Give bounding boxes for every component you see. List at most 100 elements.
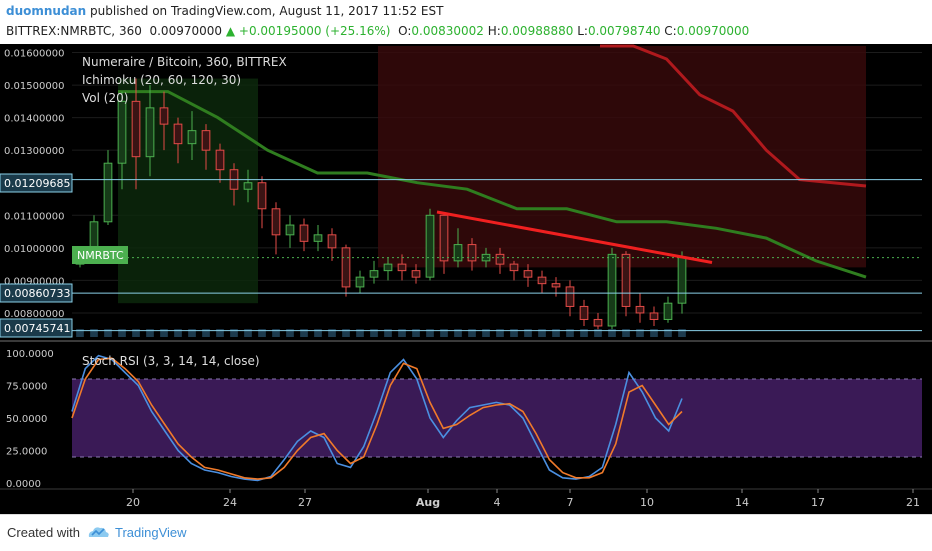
volume-bar bbox=[636, 329, 644, 337]
volume-bar bbox=[314, 329, 322, 337]
volume-bar bbox=[566, 329, 574, 337]
volume-bar bbox=[468, 329, 476, 337]
price-label-mid bbox=[0, 283, 73, 303]
ichimoku-legend: Ichimoku (20, 60, 120, 30) bbox=[82, 73, 241, 87]
candle-body bbox=[551, 283, 561, 288]
volume-bar bbox=[132, 329, 140, 337]
chart-area[interactable]: 0.01600000 0.01500000 0.01400000 0.01300000… bbox=[0, 44, 932, 514]
ichimoku-span-green bbox=[118, 90, 867, 279]
volume-bar bbox=[664, 329, 672, 337]
volume-bar bbox=[496, 329, 504, 337]
price-levels bbox=[72, 179, 922, 332]
candle-body bbox=[677, 257, 687, 304]
volume-bar bbox=[608, 329, 616, 337]
rsi-tick-label: 75.0000 bbox=[6, 382, 47, 393]
price-tick-label: 0.00900000 bbox=[4, 276, 64, 287]
time-tick-label: 17 bbox=[811, 496, 825, 509]
candle-body bbox=[341, 247, 351, 288]
volume-bar bbox=[510, 329, 518, 337]
rsi-tick-label: 50.0000 bbox=[6, 414, 47, 425]
high-label: H: bbox=[487, 24, 501, 38]
last-price: 0.00970000 bbox=[149, 24, 223, 38]
candle-body bbox=[103, 162, 113, 223]
volume-bar bbox=[244, 329, 252, 337]
volume-bar bbox=[370, 329, 378, 337]
open-value: 0.00830002 bbox=[411, 24, 484, 38]
candle-body bbox=[663, 302, 673, 320]
candle-body bbox=[243, 182, 253, 190]
volume-bar bbox=[524, 329, 532, 337]
volume-bar bbox=[174, 329, 182, 337]
green-cloud-area bbox=[118, 78, 258, 304]
close-value: 0.00970000 bbox=[676, 24, 750, 38]
volume-bar bbox=[286, 329, 294, 337]
tradingview-link[interactable]: TradingView bbox=[115, 525, 187, 540]
price-tick-label: 0.01100000 bbox=[4, 211, 64, 222]
stoch-rsi-pane[interactable]: 100.0000 75.0000 50.0000 25.0000 0.0000 bbox=[6, 349, 922, 490]
volume-bar bbox=[146, 329, 154, 337]
created-with-text: Created with bbox=[7, 525, 80, 540]
candle-body bbox=[621, 253, 631, 307]
symbol-tag-label: NMRBTC bbox=[77, 249, 124, 262]
price-label-low bbox=[0, 318, 73, 338]
price-label-low-text: 0.00745741 bbox=[4, 322, 70, 335]
volume-bar bbox=[538, 329, 546, 337]
volume-bar bbox=[384, 329, 392, 337]
price-tick-label: 0.01500000 bbox=[4, 81, 64, 92]
symbol-label: BITTREX:NMRBTC, 360 bbox=[6, 24, 142, 38]
volume-legend: Vol (20) bbox=[82, 91, 128, 105]
price-label-top-text: 0.01209685 bbox=[4, 177, 70, 190]
volume-bar bbox=[272, 329, 280, 337]
volume-bar bbox=[104, 329, 112, 337]
volume-bar bbox=[258, 329, 266, 337]
time-tick-label: Aug bbox=[416, 496, 440, 509]
volume-bar bbox=[426, 329, 434, 337]
rsi-tick-label: 100.0000 bbox=[6, 349, 54, 360]
publish-info: published on TradingView.com, August 11,… bbox=[86, 4, 444, 18]
price-axis: 0.01600000 0.01500000 0.01400000 0.01300000… bbox=[4, 49, 64, 320]
volume-bars bbox=[76, 329, 686, 337]
candle-body bbox=[145, 107, 155, 158]
volume-bar bbox=[454, 329, 462, 337]
candle-body bbox=[453, 244, 463, 262]
candle-body bbox=[299, 224, 309, 242]
footer: Created with TradingView bbox=[0, 514, 932, 551]
volume-bar bbox=[202, 329, 210, 337]
candle-body bbox=[425, 214, 435, 278]
ichimoku-cloud bbox=[118, 44, 867, 304]
symbol-tag bbox=[72, 246, 128, 264]
open-label: O: bbox=[398, 24, 412, 38]
volume-bar bbox=[356, 329, 364, 337]
candle-body bbox=[131, 100, 141, 158]
price-tick-label: 0.01300000 bbox=[4, 146, 64, 157]
candle-body bbox=[313, 234, 323, 242]
volume-bar bbox=[328, 329, 336, 337]
candle-body bbox=[593, 318, 603, 327]
rsi-tick-label: 25.0000 bbox=[6, 447, 47, 458]
publish-line: duomnudan published on TradingView.com, … bbox=[6, 4, 443, 18]
low-value: 0.00798740 bbox=[587, 24, 661, 38]
price-label-mid-text: 0.00860733 bbox=[4, 287, 70, 300]
volume-bar bbox=[412, 329, 420, 337]
ohlc-line: BITTREX:NMRBTC, 360 0.00970000 ▲ +0.0019… bbox=[6, 24, 749, 38]
candle-body bbox=[201, 130, 211, 151]
candle-body bbox=[187, 130, 197, 145]
candle-body bbox=[117, 100, 127, 164]
time-tick-label: 24 bbox=[223, 496, 237, 509]
volume-bar bbox=[230, 329, 238, 337]
chart-title: Numeraire / Bitcoin, 360, BITTREX bbox=[82, 55, 287, 69]
volume-bar bbox=[580, 329, 588, 337]
volume-bar bbox=[216, 329, 224, 337]
price-tick-label: 0.00800000 bbox=[4, 309, 64, 320]
low-label: L: bbox=[577, 24, 588, 38]
time-tick-label: 21 bbox=[906, 496, 920, 509]
volume-bar bbox=[300, 329, 308, 337]
trendline-segment[interactable] bbox=[436, 210, 713, 264]
up-arrow-icon: ▲ bbox=[225, 24, 236, 38]
candle-body bbox=[327, 234, 337, 249]
red-cloud-area bbox=[378, 46, 866, 268]
author-link[interactable]: duomnudan bbox=[6, 4, 87, 18]
volume-bar bbox=[342, 329, 350, 337]
volume-bar bbox=[594, 329, 602, 337]
candle-body bbox=[369, 270, 379, 278]
